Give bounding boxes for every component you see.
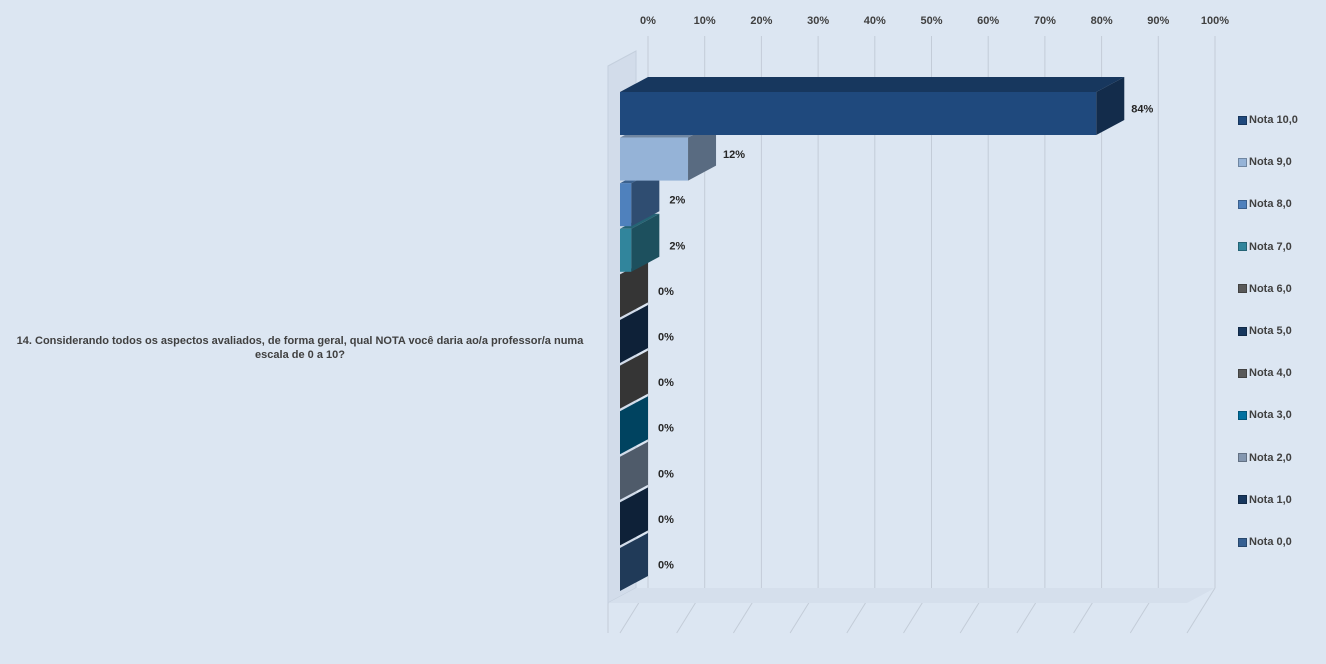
bar-side	[631, 168, 660, 227]
legend-item: Nota 8,0	[1238, 198, 1292, 212]
x-tick-label: 0%	[640, 15, 656, 27]
legend-label: Nota 5,0	[1249, 325, 1292, 337]
bars	[620, 77, 1125, 591]
bar-side	[620, 441, 648, 500]
bar-nota-1-0	[620, 487, 648, 546]
bar-side	[688, 122, 717, 181]
data-label: 84%	[1131, 104, 1153, 116]
legend-item: Nota 6,0	[1238, 283, 1292, 297]
bar-nota-3-0	[620, 396, 648, 455]
legend-label: Nota 9,0	[1249, 156, 1292, 169]
bar-nota-0-0	[620, 533, 648, 591]
x-tick-label: 10%	[694, 15, 716, 27]
legend-item: Nota 1,0	[1238, 494, 1292, 508]
bar-nota-2-0	[620, 441, 648, 500]
legend-swatch	[1238, 453, 1247, 463]
data-label: 0%	[658, 377, 674, 389]
category-label: 14. Considerando todos os aspectos avali…	[16, 335, 584, 361]
bar-nota-5-0	[620, 305, 648, 363]
data-labels: 0% 0% 0% 0% 0% 0% 0% 2% 2% 12% 84%	[658, 104, 1153, 572]
legend-label: Nota 3,0	[1249, 409, 1292, 422]
legend-item: Nota 10,0	[1238, 114, 1298, 128]
bar-side	[620, 350, 648, 409]
x-tick-label: 100%	[1201, 15, 1229, 27]
bar-side	[620, 396, 648, 455]
legend-item: Nota 0,0	[1238, 536, 1292, 550]
gridline-floor	[1186, 587, 1216, 634]
legend-swatch	[1238, 199, 1247, 209]
legend-label: Nota 2,0	[1249, 451, 1292, 464]
bar-side	[631, 213, 660, 272]
x-tick-label: 40%	[864, 15, 886, 27]
bar-front	[620, 183, 632, 227]
legend-item: Nota 3,0	[1238, 409, 1292, 423]
data-label: 2%	[669, 240, 685, 252]
legend-swatch	[1238, 326, 1247, 336]
legend-label: Nota 4,0	[1249, 367, 1292, 380]
x-tick-label: 60%	[977, 15, 999, 27]
legend-label: Nota 7,0	[1249, 240, 1292, 253]
x-tick-label: 80%	[1091, 15, 1113, 27]
legend-item: Nota 5,0	[1238, 325, 1292, 339]
x-tick-label: 30%	[807, 15, 829, 27]
legend-item: Nota 2,0	[1238, 452, 1292, 466]
legend-label: Nota 1,0	[1249, 493, 1292, 506]
x-tick-label: 90%	[1147, 15, 1169, 27]
data-label: 0%	[658, 468, 674, 480]
data-label: 0%	[658, 286, 674, 298]
legend-swatch	[1238, 157, 1247, 167]
bar-front	[620, 92, 1097, 135]
x-axis-ticks: 0% 10% 20% 30% 40% 50% 60% 70% 80% 90% 100%	[640, 15, 1229, 27]
legend-swatch	[1238, 368, 1247, 378]
bar-front	[620, 228, 632, 272]
data-label: 0%	[658, 332, 674, 344]
legend-label: Nota 6,0	[1249, 282, 1292, 295]
bar-side	[620, 533, 648, 591]
x-tick-label: 70%	[1034, 15, 1056, 27]
data-label: 0%	[658, 514, 674, 526]
legend-item: Nota 9,0	[1238, 156, 1292, 170]
data-label: 12%	[723, 149, 745, 161]
data-label: 0%	[658, 560, 674, 572]
bar-side	[620, 487, 648, 546]
data-label: 2%	[669, 195, 685, 207]
legend-swatch	[1238, 537, 1247, 547]
bar-front	[620, 137, 689, 181]
x-tick-label: 50%	[920, 15, 942, 27]
legend-label: Nota 0,0	[1249, 536, 1292, 548]
legend-swatch	[1238, 410, 1247, 420]
x-tick-label: 20%	[750, 15, 772, 27]
floor	[608, 588, 1215, 603]
legend-item: Nota 4,0	[1238, 367, 1292, 381]
legend-item: Nota 7,0	[1238, 241, 1292, 255]
legend-label: Nota 10,0	[1249, 114, 1298, 126]
legend-swatch	[1238, 115, 1247, 125]
legend-swatch	[1238, 242, 1247, 252]
bar-top	[620, 77, 1125, 92]
bar-side	[620, 305, 648, 363]
bar-side	[620, 259, 648, 318]
legend-swatch	[1238, 284, 1247, 294]
legend-label: Nota 8,0	[1249, 198, 1292, 211]
legend-swatch	[1238, 495, 1247, 505]
data-label: 0%	[658, 423, 674, 435]
bar-side	[1096, 77, 1125, 135]
bar-nota-4-0	[620, 350, 648, 409]
bar-nota-6-0	[620, 259, 648, 318]
bar-nota-10-0	[620, 77, 1125, 135]
